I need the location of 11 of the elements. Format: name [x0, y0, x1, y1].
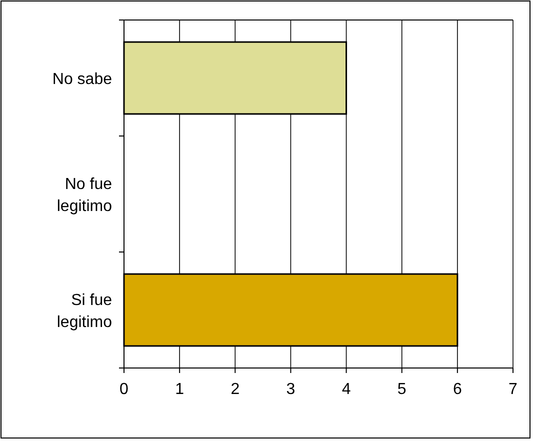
x-tick-label: 5	[397, 381, 406, 398]
y-tick-label: No sabe	[52, 71, 112, 88]
x-tick-label: 0	[120, 381, 129, 398]
y-tick-label: No fue legitimo	[56, 176, 112, 215]
x-tick-label: 2	[230, 381, 240, 398]
x-tick-label: 1	[175, 381, 184, 398]
x-tick-label: 3	[286, 381, 296, 398]
x-tick-label: 7	[508, 381, 518, 398]
y-tick-label: Si fue legitimo	[56, 292, 112, 331]
x-tick-label: 6	[452, 381, 462, 398]
x-tick-label: 4	[342, 381, 351, 398]
